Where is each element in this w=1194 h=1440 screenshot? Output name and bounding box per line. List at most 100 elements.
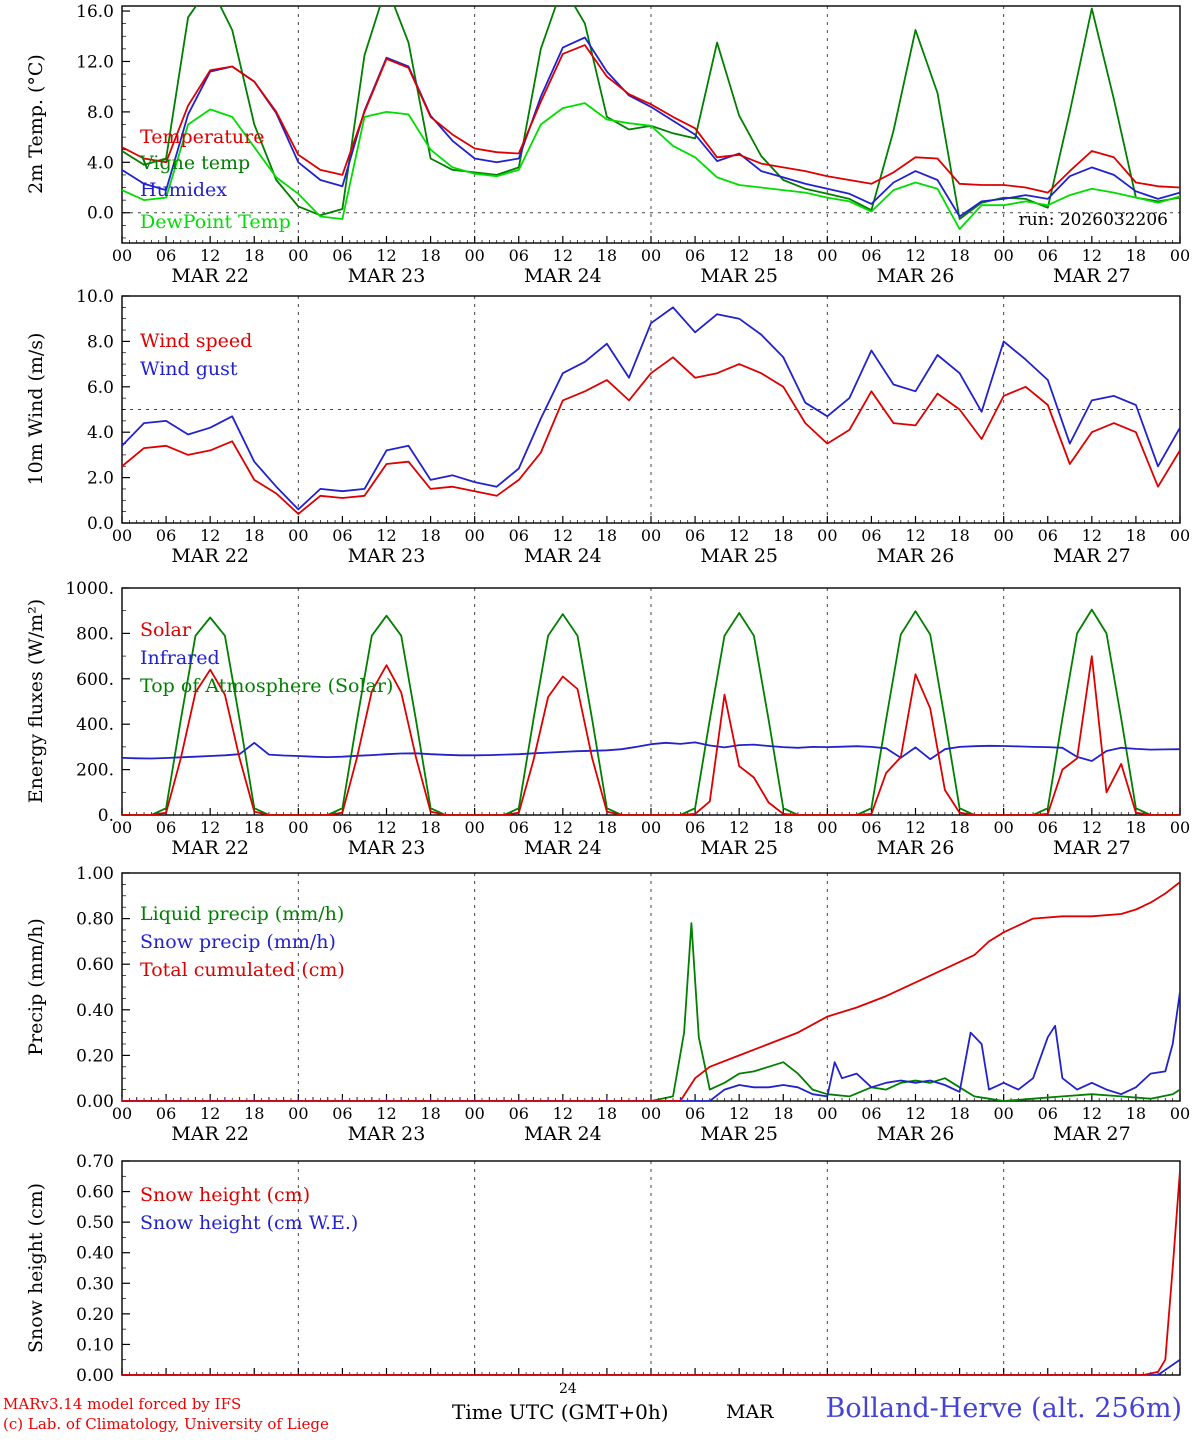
x-tick-label: 00 <box>464 818 484 837</box>
x-tick-label: 12 <box>1082 818 1102 837</box>
day-label: MAR 23 <box>348 265 426 287</box>
x-tick-label: 00 <box>641 246 661 265</box>
x-tick-label: 18 <box>773 1104 793 1123</box>
y-tick-label: 0.20 <box>76 1305 114 1325</box>
y-tick-label: 400. <box>76 715 114 735</box>
x-tick-label: 18 <box>949 246 969 265</box>
y-tick-label: 6.0 <box>87 378 114 398</box>
x-tick-label: 18 <box>244 818 264 837</box>
x-tick-label: 18 <box>1126 818 1146 837</box>
run-label: run: 2026032206 <box>1018 210 1168 230</box>
y-tick-label: 600. <box>76 670 114 690</box>
legend-snow-precip: Snow precip (mm/h) <box>140 931 336 953</box>
day-label: MAR 25 <box>700 1123 778 1145</box>
x-tick-label: 00 <box>288 526 308 545</box>
series-line-wind-gust <box>122 306 1180 511</box>
x-tick-label: 12 <box>729 246 749 265</box>
x-tick-label: 00 <box>1170 526 1190 545</box>
x-tick-label: 12 <box>376 1104 396 1123</box>
legend-snow-height-we: Snow height (cm W.E.) <box>140 1212 359 1234</box>
x-tick-label: 00 <box>817 818 837 837</box>
x-tick-label: 00 <box>464 246 484 265</box>
x-tick-label: 06 <box>861 1104 881 1123</box>
x-tick-label: 12 <box>905 1104 925 1123</box>
day-label: MAR 23 <box>348 545 426 567</box>
y-tick-label: 16.0 <box>76 2 114 22</box>
x-tick-label: 18 <box>773 526 793 545</box>
station-title: Bolland-Herve (alt. 256m) <box>825 1393 1182 1424</box>
y-tick-label: 0.00 <box>76 1366 114 1386</box>
day-label: MAR 22 <box>171 545 249 567</box>
x-tick-label: 12 <box>376 818 396 837</box>
day-label: MAR 22 <box>171 1123 249 1145</box>
series-line-total-cumulated-cm <box>122 881 1180 1101</box>
x-tick-label: 00 <box>1170 818 1190 837</box>
x-tick-label: 00 <box>112 246 132 265</box>
x-tick-label: 00 <box>641 1104 661 1123</box>
day-label: MAR 24 <box>524 545 602 567</box>
x-tick-label: 18 <box>949 526 969 545</box>
legend-toa-solar: Top of Atmosphere (Solar) <box>140 675 394 697</box>
panel-10m-wind: 0.0 2.0 4.0 6.0 8.0 10.0 00 06 12 18 00 06 12 18 00 06 1… <box>76 287 1190 567</box>
day-label: MAR 25 <box>700 265 778 287</box>
x-tick-label: 12 <box>1082 526 1102 545</box>
day-label: MAR 23 <box>348 837 426 859</box>
day-label: MAR 23 <box>348 1123 426 1145</box>
x-tick-label: 00 <box>993 1104 1013 1123</box>
day-label: MAR 25 <box>700 837 778 859</box>
footer-lab-credit: (c) Lab. of Climatology, University of L… <box>3 1415 329 1433</box>
x-tick-label: 06 <box>685 818 705 837</box>
x-tick-label: 06 <box>156 818 176 837</box>
series-line-temperature <box>122 44 1180 194</box>
y-tick-label: 0.40 <box>76 1244 114 1264</box>
series-line-wind-speed <box>122 356 1180 515</box>
x-tick-label: 00 <box>1170 1104 1190 1123</box>
y-axis-label-precip: Precip (mm/h) <box>25 918 47 1056</box>
y-tick-label: 0. <box>98 806 114 826</box>
x-tick-label: 18 <box>420 526 440 545</box>
x-tick-label: 18 <box>597 818 617 837</box>
x-tick-label: 18 <box>949 1104 969 1123</box>
y-tick-label: 1.00 <box>76 864 114 884</box>
x-tick-label: 12 <box>1082 246 1102 265</box>
y-tick-label: 12.0 <box>76 52 114 72</box>
series-line-snow-height-cm-w-e <box>122 1358 1180 1375</box>
x-tick-label: 12 <box>553 246 573 265</box>
x-tick-label: 18 <box>244 1104 264 1123</box>
x-tick-label: 18 <box>420 818 440 837</box>
series-line-dewpoint-temp <box>122 102 1180 231</box>
y-tick-label: 8.0 <box>87 103 114 123</box>
x-tick-label: 00 <box>288 246 308 265</box>
legend-liquid-precip: Liquid precip (mm/h) <box>140 903 345 925</box>
legend-dewpoint-temp: DewPoint Temp <box>140 211 291 233</box>
series-line-infrared <box>122 741 1180 762</box>
day-label: MAR 22 <box>171 265 249 287</box>
x-tick-label: 12 <box>553 1104 573 1123</box>
x-tick-label: 06 <box>1038 526 1058 545</box>
x-tick-label: 18 <box>420 246 440 265</box>
x-tick-label: 00 <box>464 1104 484 1123</box>
x-tick-label: 12 <box>553 818 573 837</box>
y-tick-label: 0.50 <box>76 1213 114 1233</box>
y-axis-label-snow: Snow height (cm) <box>25 1182 47 1354</box>
legend-snow-height: Snow height (cm) <box>140 1184 311 1206</box>
series-line-snow-precip-mm-h <box>122 991 1180 1101</box>
x-tick-label: 00 <box>641 818 661 837</box>
x-tick-label: 00 <box>288 818 308 837</box>
x-tick-label: 18 <box>244 246 264 265</box>
y-axis-label-wind: 10m Wind (m/s) <box>25 332 47 486</box>
day-label: MAR 26 <box>877 265 955 287</box>
x-tick-label: 12 <box>376 526 396 545</box>
x-tick-label: 12 <box>729 818 749 837</box>
day-label: MAR 25 <box>700 545 778 567</box>
x-tick-label: 06 <box>156 526 176 545</box>
y-tick-label: 0.40 <box>76 1001 114 1021</box>
x-tick-label: 00 <box>112 818 132 837</box>
x-tick-label: 12 <box>1082 1104 1102 1123</box>
x-tick-label: 00 <box>817 1104 837 1123</box>
x-tick-label: 00 <box>1170 246 1190 265</box>
legend-wind-speed: Wind speed <box>140 330 253 352</box>
x-tick-label: 12 <box>200 526 220 545</box>
